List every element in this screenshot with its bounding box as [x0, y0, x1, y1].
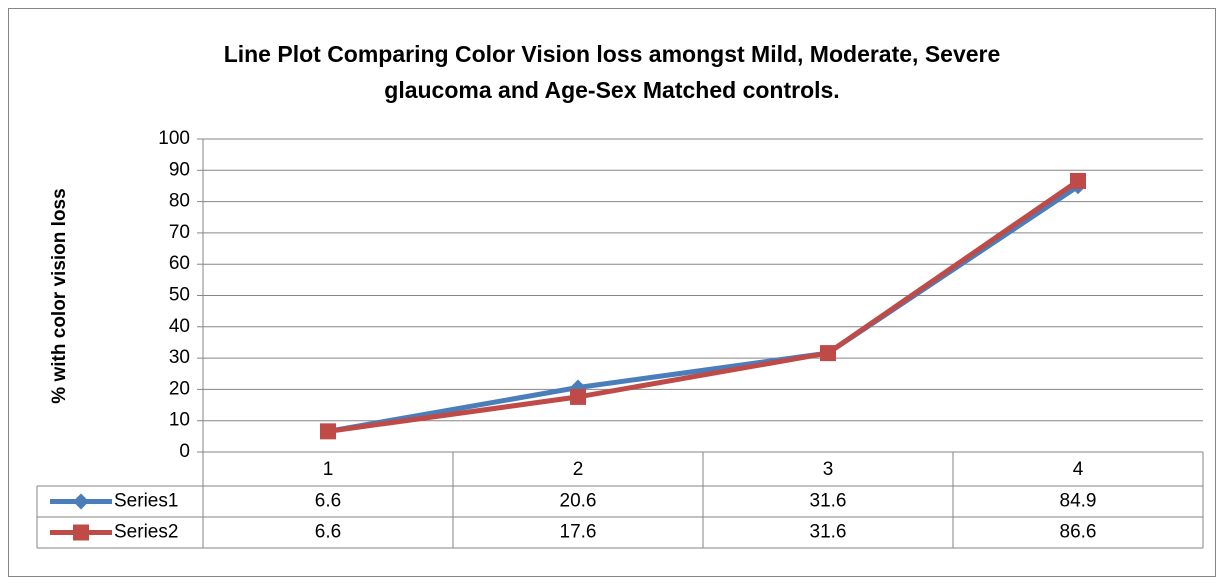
- y-tick-label: 10: [169, 410, 190, 431]
- x-tick-label: 4: [1073, 459, 1084, 480]
- y-tick-label: 80: [169, 191, 190, 212]
- x-tick-label: 1: [323, 459, 334, 480]
- chart-title: glaucoma and Age-Sex Matched controls.: [384, 77, 839, 103]
- legend-marker: [73, 493, 89, 510]
- table-value: 31.6: [810, 491, 847, 512]
- chart-title: Line Plot Comparing Color Vision loss am…: [224, 41, 1001, 67]
- y-tick-label: 90: [169, 159, 190, 180]
- table-value: 6.6: [315, 522, 341, 543]
- line: [327, 178, 1080, 434]
- legend-marker: [73, 524, 89, 541]
- chart-border: [8, 8, 1216, 577]
- marker: [570, 388, 586, 405]
- table-value: 6.6: [315, 491, 341, 512]
- y-tick-label: 70: [169, 222, 190, 243]
- y-tick-label: 40: [169, 316, 190, 337]
- marker: [320, 423, 336, 440]
- legend-label: Series1: [114, 491, 178, 512]
- y-tick-label: 0: [179, 441, 190, 462]
- y-tick-label: 20: [169, 378, 190, 399]
- y-tick-label: 60: [169, 253, 190, 274]
- y-tick-label: 50: [169, 285, 190, 306]
- table-value: 31.6: [810, 522, 847, 543]
- marker: [820, 345, 836, 362]
- table-value: 84.9: [1060, 491, 1097, 512]
- y-tick-label: 100: [158, 128, 190, 149]
- marker: [1070, 172, 1086, 189]
- table-value: 20.6: [560, 491, 597, 512]
- legend-label: Series2: [114, 522, 178, 543]
- x-tick-label: 3: [823, 459, 834, 480]
- x-tick-label: 2: [573, 459, 584, 480]
- table-value: 17.6: [560, 522, 597, 543]
- table-value: 86.6: [1060, 522, 1097, 543]
- y-tick-label: 30: [169, 347, 190, 368]
- y-axis-label: % with color vision loss: [49, 188, 70, 403]
